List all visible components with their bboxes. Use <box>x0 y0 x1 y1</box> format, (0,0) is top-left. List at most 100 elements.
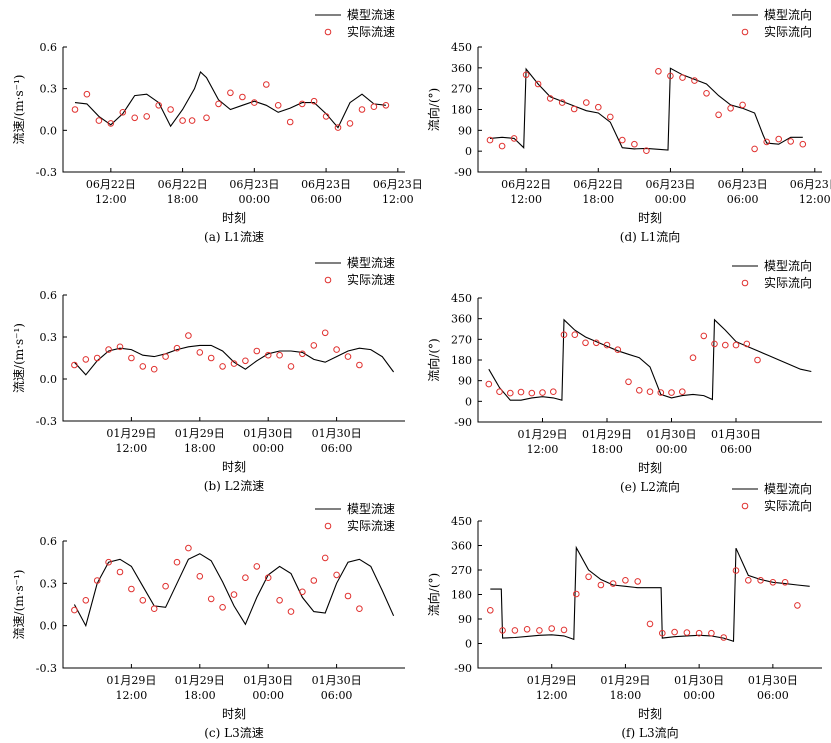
observed-point <box>287 363 295 370</box>
observed-point <box>708 629 715 637</box>
observed-point <box>763 138 771 146</box>
y-tick-label: 0.0 <box>40 620 58 633</box>
observed-point <box>242 574 249 582</box>
observed-point <box>732 567 740 574</box>
observed-point <box>333 346 340 353</box>
observed-point <box>496 388 503 396</box>
observed-point <box>173 558 181 566</box>
legend-point-swatch <box>324 522 332 530</box>
observed-point <box>560 331 568 339</box>
model-series-line <box>73 344 395 376</box>
observed-point <box>593 339 600 347</box>
observed-point <box>310 97 318 105</box>
y-tick-label: 90 <box>458 375 472 388</box>
chart-b: -0.3 0.0 0.3 0.6 01月29日 12:00 01月29日 18:00 01月30… <box>12 256 405 493</box>
observed-point <box>131 114 138 122</box>
observed-point <box>207 354 215 362</box>
legend-observed-label: 实际流速 <box>347 518 395 533</box>
x-tick-label-time: 00:00 <box>238 193 270 206</box>
observed-point <box>571 331 579 339</box>
y-tick-label: 270 <box>451 83 472 96</box>
observed-point <box>382 102 390 109</box>
observed-point <box>634 578 642 585</box>
x-axis-title: 时刻 <box>638 461 662 475</box>
observed-point <box>636 387 643 394</box>
observed-point <box>173 344 181 352</box>
x-tick-label-date: 06月23日 <box>229 178 279 191</box>
x-tick-label-date: 01月30日 <box>674 674 724 687</box>
observed-point <box>585 573 592 581</box>
observed-point <box>310 577 318 584</box>
observed-point <box>745 577 752 584</box>
observed-point <box>700 332 708 340</box>
legend-observed-label: 实际流速 <box>347 272 395 287</box>
observed-point <box>276 597 283 604</box>
x-tick-label-time: 00:00 <box>252 442 284 455</box>
y-tick-label: 90 <box>458 613 472 626</box>
observed-point <box>207 595 215 603</box>
legend-observed-label: 实际流向 <box>764 24 812 39</box>
x-tick-label-date: 01月29日 <box>106 427 156 440</box>
x-tick-label-date: 01月30日 <box>711 428 761 441</box>
observed-point <box>83 90 91 98</box>
x-tick-label-date: 01月29日 <box>527 674 577 687</box>
observed-point <box>522 71 530 79</box>
x-tick-label-time: 18:00 <box>184 442 216 455</box>
observed-point <box>689 354 697 362</box>
x-tick-label-time: 18:00 <box>610 689 642 702</box>
observed-point <box>167 106 174 113</box>
chart-caption: (f) L3流向 <box>621 725 678 740</box>
observed-point <box>754 356 761 364</box>
observed-point <box>116 568 124 576</box>
y-tick-label: 360 <box>451 62 472 75</box>
observed-point <box>128 354 135 362</box>
y-tick-label: 0 <box>465 145 472 158</box>
observed-point <box>595 103 602 111</box>
observed-point <box>727 105 734 112</box>
x-tick-label-time: 12:00 <box>116 689 148 702</box>
x-tick-label-date: 06月23日 <box>301 178 351 191</box>
observed-point <box>622 577 629 584</box>
legend-point-swatch <box>324 276 332 284</box>
legend-observed-label: 实际流向 <box>764 275 812 290</box>
observed-point <box>107 120 115 127</box>
observed-point <box>71 606 78 614</box>
x-tick-label-date: 06月22日 <box>158 178 208 191</box>
observed-point <box>185 544 192 552</box>
x-tick-label-time: 12:00 <box>536 689 568 702</box>
x-axis-title: 时刻 <box>222 707 246 721</box>
x-tick-label-date: 06月23日 <box>645 178 695 191</box>
observed-point <box>219 363 226 370</box>
observed-point <box>510 135 518 142</box>
observed-point <box>775 135 783 143</box>
x-tick-label-date: 01月30日 <box>312 427 362 440</box>
observed-point <box>781 579 789 586</box>
y-tick-label: 450 <box>451 515 472 528</box>
observed-point <box>619 136 626 144</box>
legend-model-label: 模型流向 <box>764 7 812 22</box>
observed-point <box>71 361 78 369</box>
observed-point <box>143 113 150 120</box>
chart-caption: (a) L1流速 <box>204 230 264 244</box>
axis-frame <box>477 521 822 669</box>
chart-caption: (d) L1流向 <box>620 229 680 244</box>
legend-model-label: 模型流向 <box>764 258 812 273</box>
observed-point <box>274 102 282 109</box>
x-tick-label-time: 06:00 <box>321 442 353 455</box>
y-tick-label: 0.0 <box>40 373 58 386</box>
observed-point <box>310 342 318 349</box>
observed-point <box>188 117 196 124</box>
observed-point <box>139 597 147 604</box>
observed-point <box>264 351 272 359</box>
legend-point-swatch <box>741 502 749 510</box>
observed-point <box>105 558 112 566</box>
observed-point <box>546 95 554 102</box>
x-tick-label-time: 00:00 <box>655 193 687 206</box>
observed-point <box>356 361 363 369</box>
y-tick-label: 0.6 <box>40 41 58 54</box>
observed-point <box>322 113 330 120</box>
observed-point <box>794 602 801 609</box>
x-tick-label-date: 01月29日 <box>175 674 225 687</box>
observed-point <box>570 105 578 113</box>
y-tick-label: 0.3 <box>40 83 58 96</box>
